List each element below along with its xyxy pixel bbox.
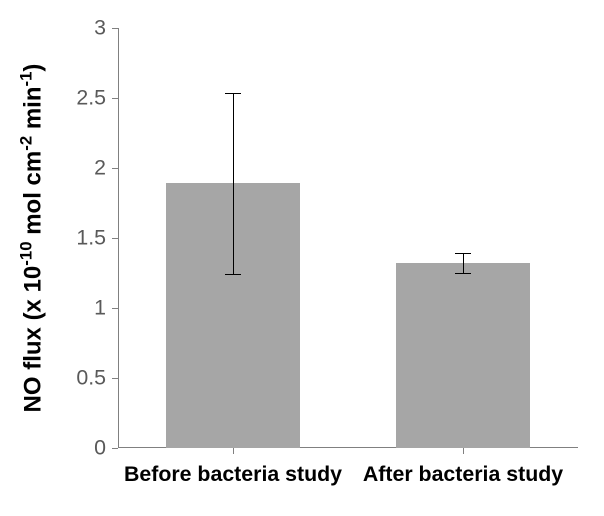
error-bar-line [233,93,234,274]
error-bar-cap-top [225,93,241,94]
y-axis-label: NO flux (x 10-10 mol cm-2 min-1) [17,64,48,413]
plot-area: 00.511.522.53Before bacteria studyAfter … [118,28,578,448]
y-tick-label: 0 [94,436,118,461]
y-tick-label: 1 [94,296,118,321]
x-category-label: After bacteria study [363,448,563,487]
y-tick-label: 2 [94,156,118,181]
y-axis-line [118,28,119,448]
y-tick-label: 3 [94,16,118,41]
y-tick-label: 1.5 [76,226,118,251]
error-bar-line [463,253,464,273]
y-tick-label: 0.5 [76,366,118,391]
bar [396,263,529,448]
error-bar-cap-top [455,253,471,254]
no-flux-bar-chart: NO flux (x 10-10 mol cm-2 min-1) 00.511.… [0,0,604,516]
y-tick-label: 2.5 [76,86,118,111]
x-category-label: Before bacteria study [124,448,342,487]
error-bar-cap-bottom [455,273,471,274]
error-bar-cap-bottom [225,274,241,275]
